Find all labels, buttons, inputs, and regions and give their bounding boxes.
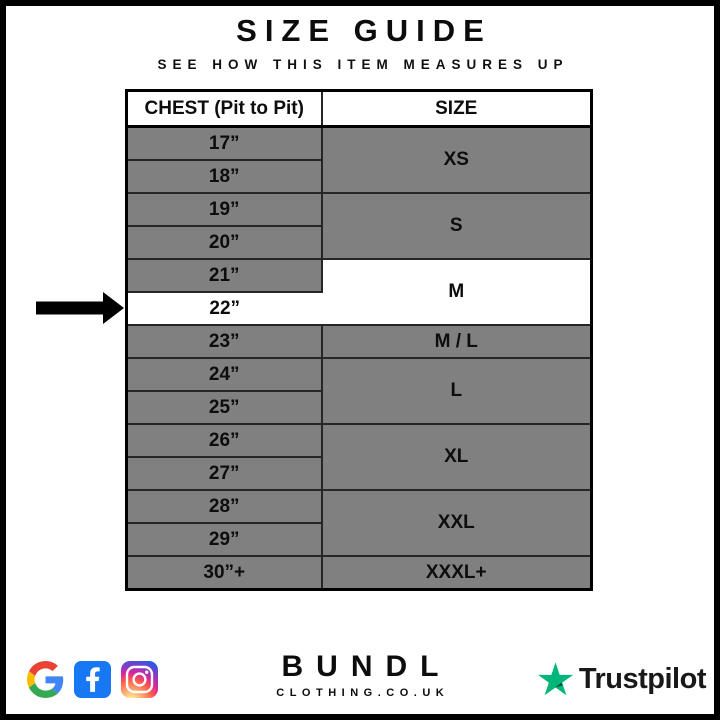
size-cell: XS	[320, 125, 593, 194]
google-icon	[27, 661, 64, 698]
table-row: 29”	[125, 522, 592, 557]
table-row: 17” XS	[125, 125, 593, 194]
chest-cell: 25”	[125, 390, 323, 425]
table-row: 19” S	[125, 192, 593, 260]
facebook-icon	[74, 661, 111, 698]
table-row: 28” XXL	[125, 489, 593, 557]
chest-cell: 18”	[125, 159, 323, 194]
size-cell: XL	[320, 423, 593, 491]
chest-cell: 17”	[125, 125, 323, 161]
size-column-header: SIZE	[320, 89, 593, 128]
table-row: 25”	[125, 390, 592, 425]
social-icons	[27, 661, 158, 698]
size-cell: M	[320, 258, 593, 326]
size-cell: XXXL+	[320, 555, 593, 591]
chest-cell: 19”	[125, 192, 323, 227]
instagram-icon	[121, 661, 158, 698]
chest-cell: 29”	[125, 522, 323, 557]
brand-domain: CLOTHING.CO.UK	[276, 687, 450, 699]
header-row: CHEST (Pit to Pit) SIZE	[125, 89, 593, 128]
size-cell: L	[320, 357, 593, 425]
chest-cell: 26”	[125, 423, 323, 458]
row-pointer-arrow-icon	[36, 291, 124, 324]
brand-name: BUNDL	[281, 650, 452, 683]
trustpilot-logo: Trustpilot	[537, 662, 707, 696]
size-cell: M / L	[320, 324, 593, 359]
table-row: 24” L	[125, 357, 593, 425]
chest-cell: 22”	[125, 291, 322, 326]
table-row: 30”+ XXXL+	[125, 555, 593, 591]
trustpilot-star-icon	[537, 662, 573, 696]
chest-cell: 24”	[125, 357, 323, 392]
table-row: 23” M / L	[125, 324, 593, 359]
chest-column-header: CHEST (Pit to Pit)	[125, 89, 323, 128]
chest-cell: 28”	[125, 489, 323, 524]
chest-cell: 23”	[125, 324, 323, 359]
table-row: 22”	[125, 291, 592, 326]
chest-cell: 30”+	[125, 555, 323, 591]
size-table-container: CHEST (Pit to Pit) SIZE 17” XS 18” 19” S 20” 2…	[36, 89, 593, 591]
table-row: 27”	[125, 456, 592, 491]
chest-cell: 27”	[125, 456, 323, 491]
size-cell: XXL	[320, 489, 593, 557]
page-subtitle: SEE HOW THIS ITEM MEASURES UP	[157, 57, 569, 72]
page-title: SIZE GUIDE	[236, 13, 492, 48]
table-row: 20”	[125, 225, 592, 260]
size-guide-table: CHEST (Pit to Pit) SIZE 17” XS 18” 19” S 20” 2…	[125, 89, 593, 591]
chest-cell: 21”	[125, 258, 323, 293]
table-row: 26” XL	[125, 423, 593, 491]
chest-cell: 20”	[125, 225, 323, 260]
trustpilot-label: Trustpilot	[578, 662, 707, 695]
size-cell: S	[320, 192, 593, 260]
brand-logo: BUNDL CLOTHING.CO.UK	[6, 650, 714, 699]
table-row: 18”	[125, 159, 592, 194]
table-row: 21” M	[125, 258, 593, 326]
